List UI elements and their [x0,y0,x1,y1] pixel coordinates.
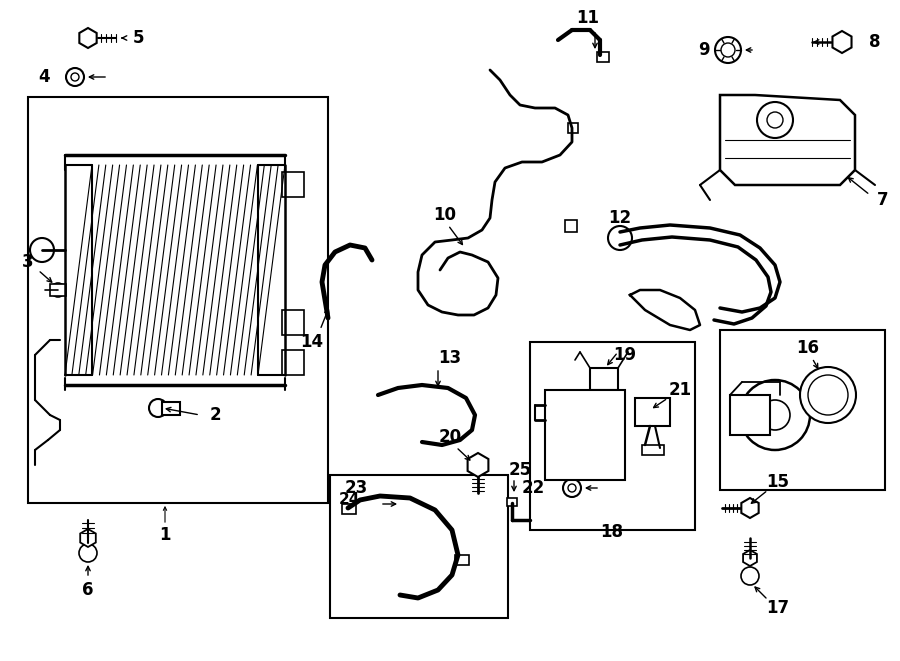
Text: 18: 18 [600,523,624,541]
Bar [507,498,517,506]
Bar [545,390,625,480]
Text: 4: 4 [39,68,50,86]
Polygon shape [743,550,757,566]
Circle shape [800,367,856,423]
Bar [635,398,670,426]
Bar [282,350,304,375]
Polygon shape [79,28,96,48]
Text: 5: 5 [132,29,144,47]
Bar [282,310,304,335]
Bar [530,342,695,530]
Bar [568,123,578,133]
Bar [282,172,304,197]
Text: 22: 22 [522,479,545,497]
Circle shape [30,238,54,262]
Text: 14: 14 [301,333,324,351]
Circle shape [71,73,79,81]
Polygon shape [720,95,855,185]
Circle shape [721,43,735,57]
Bar [162,402,180,415]
Bar [330,475,508,618]
Text: 10: 10 [434,206,456,224]
Polygon shape [832,31,851,53]
Text: 11: 11 [577,9,599,27]
Bar [642,445,664,455]
Text: 21: 21 [669,381,691,399]
Circle shape [760,400,790,430]
Text: 3: 3 [22,253,34,271]
Text: 16: 16 [796,339,820,357]
Bar [597,52,609,62]
Polygon shape [742,498,759,518]
Circle shape [715,37,741,63]
Text: 17: 17 [767,599,789,617]
Bar [720,330,885,490]
Circle shape [66,68,84,86]
Circle shape [563,479,581,497]
Bar [455,555,469,565]
Text: 23: 23 [345,479,368,497]
Polygon shape [80,529,95,547]
Text: 12: 12 [608,209,632,227]
Circle shape [608,226,632,250]
Circle shape [808,375,848,415]
Circle shape [740,380,810,450]
Text: 1: 1 [159,526,171,544]
Bar [565,220,577,232]
Text: 13: 13 [438,349,462,367]
Text: 15: 15 [767,473,789,491]
Circle shape [767,112,783,128]
Circle shape [79,544,97,562]
Bar [342,504,356,514]
Bar [730,395,770,435]
Text: 9: 9 [698,41,710,59]
Circle shape [741,567,759,585]
Text: 8: 8 [869,33,881,51]
Text: 20: 20 [438,428,462,446]
Text: 7: 7 [878,191,889,209]
Circle shape [149,399,167,417]
Bar [590,368,618,390]
Circle shape [51,283,65,297]
Text: 24: 24 [338,492,360,508]
Text: 6: 6 [82,581,94,599]
Text: 19: 19 [614,346,636,364]
Text: 2: 2 [209,406,220,424]
Bar [50,284,66,296]
Circle shape [568,484,576,492]
Circle shape [757,102,793,138]
Polygon shape [468,453,489,477]
Bar [28,97,328,503]
Text: 25: 25 [508,461,532,479]
